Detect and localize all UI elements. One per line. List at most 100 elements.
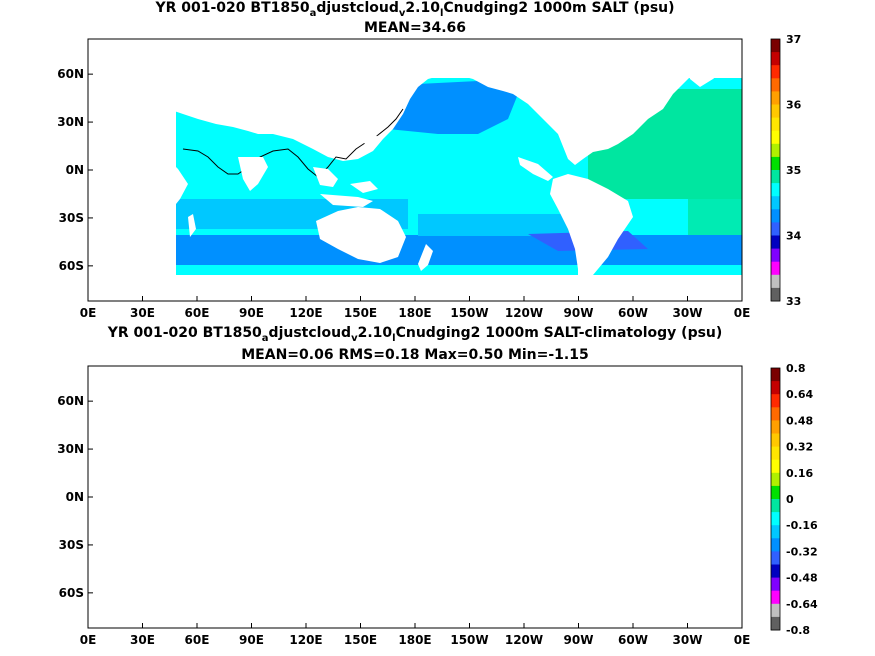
bottom-xtick-label: 60E [185,633,210,647]
bottom-colorbar-swatch [771,485,780,500]
top-map-axes: 0E 30E 60E 90E 120E 150E 180E 150W 120W 90W 60W 30W… [57,67,750,320]
top-colorbar-swatch [771,156,780,171]
bottom-colorbar-label: 0.48 [786,414,813,427]
bottom-colorbar-swatch [771,538,780,552]
top-colorbar-label: 35 [786,164,801,177]
bottom-ytick-label: 0N [66,490,84,504]
bottom-xtick-label: 180E [398,633,431,647]
top-colorbar-swatch [771,274,780,289]
top-colorbar-label: 33 [786,295,801,308]
top-colorbar-swatch [771,104,780,119]
bottom-colorbar-swatch [771,590,780,605]
top-xtick-label: 60W [618,306,648,320]
top-xtick-label: 90E [239,306,264,320]
bottom-colorbar-label: 0.32 [786,441,813,454]
bottom-map-title: YR 001-020 BT1850adjustcloudv2.10lCnudgi… [107,325,723,344]
bottom-colorbar-swatch [771,420,780,434]
top-xtick-label: 30E [130,306,155,320]
bottom-colorbar-swatch [771,603,780,618]
bottom-colorbar-frame [770,367,781,631]
bottom-colorbar-label: -0.64 [786,598,818,611]
top-colorbar-swatch [771,196,780,210]
bottom-xtick-label: 120E [289,633,322,647]
top-colorbar-swatch [771,222,780,236]
bottom-colorbar-label: -0.32 [786,545,818,558]
top-colorbar-swatch [771,78,780,92]
bottom-ytick-label: 60S [59,586,84,600]
top-colorbar-swatch [771,117,780,132]
bottom-xtick-label: 0E [80,633,97,647]
bottom-xtick-label: 30W [673,633,703,647]
bottom-colorbar-swatch [771,577,780,592]
bottom-map-axes: 0E 30E 60E 90E 120E 150E 180E 150W 120W 90W 60W 30W… [57,394,750,647]
top-xtick-label: 0E [80,306,97,320]
bottom-colorbar-swatch [771,381,780,395]
top-colorbar: 37 36 35 34 33 [770,33,802,308]
top-colorbar-swatch [771,287,780,302]
bottom-colorbar-swatch [771,525,780,539]
bottom-colorbar-swatch [771,407,780,421]
bottom-colorbar-label: -0.8 [786,624,810,637]
bottom-anomaly-map [88,366,742,628]
bottom-colorbar-label: 0.64 [786,388,813,401]
top-xtick-label: 180E [398,306,431,320]
top-map-title: YR 001-020 BT1850adjustcloudv2.10lCnudgi… [155,0,675,19]
top-ytick-label: 30N [57,115,84,129]
bottom-colorbar-swatch [771,433,780,448]
top-colorbar-label: 37 [786,33,801,46]
top-colorbar-swatch [771,52,780,66]
top-colorbar-swatch [771,65,780,79]
top-xtick-label: 150E [344,306,377,320]
top-colorbar-label: 34 [786,230,802,243]
top-xtick-label: 0E [734,306,751,320]
top-ytick-label: 60S [59,259,84,273]
top-ytick-label: 0N [66,163,84,177]
top-colorbar-label: 36 [786,99,802,112]
top-colorbar-swatch [771,261,780,276]
top-salt-map [176,78,743,302]
bottom-ytick-label: 30S [59,538,84,552]
bottom-map-stats: MEAN=0.06 RMS=0.18 Max=0.50 Min=-1.15 [241,347,589,363]
bottom-xtick-label: 60W [618,633,648,647]
bottom-colorbar-label: 0 [786,493,794,506]
bottom-colorbar: 0.8 0.64 0.48 0.32 0.16 0 -0.16 -0.32 -0.48 -0.64… [770,362,818,637]
top-ytick-label: 60N [57,67,84,81]
bottom-map-frame [87,365,743,629]
bottom-colorbar-swatch [771,459,780,474]
bottom-colorbar-swatch [771,616,780,631]
bottom-colorbar-swatch [771,512,780,526]
bottom-xtick-label: 120W [505,633,543,647]
top-ytick-label: 30S [59,211,84,225]
bottom-colorbar-swatch [771,394,780,408]
top-colorbar-frame [770,38,781,302]
bottom-colorbar-label: -0.16 [786,519,818,532]
bottom-xtick-label: 150W [450,633,488,647]
bottom-xtick-label: 0E [734,633,751,647]
top-xtick-label: 120E [289,306,322,320]
bottom-xtick-label: 90E [239,633,264,647]
top-xtick-label: 90W [564,306,594,320]
top-xtick-label: 120W [505,306,543,320]
bottom-colorbar-swatch [771,551,780,565]
top-colorbar-swatch [771,209,780,223]
bottom-ytick-label: 30N [57,442,84,456]
bottom-colorbar-swatch [771,472,780,487]
top-colorbar-swatch [771,143,780,158]
bottom-colorbar-swatch [771,564,780,579]
bottom-colorbar-swatch [771,446,780,461]
top-colorbar-swatch [771,183,780,197]
top-map-stats: MEAN=34.66 [363,20,467,36]
top-colorbar-swatch [771,39,780,53]
bottom-xtick-label: 150E [344,633,377,647]
bottom-xtick-label: 90W [564,633,594,647]
top-xtick-label: 150W [450,306,488,320]
top-colorbar-swatch [771,248,780,263]
top-colorbar-swatch [771,170,780,184]
top-colorbar-swatch [771,91,780,105]
bottom-colorbar-swatch [771,368,780,382]
top-colorbar-swatch [771,130,780,145]
top-colorbar-swatch [771,235,780,250]
bottom-colorbar-label: -0.48 [786,572,818,585]
top-xtick-label: 60E [185,306,210,320]
